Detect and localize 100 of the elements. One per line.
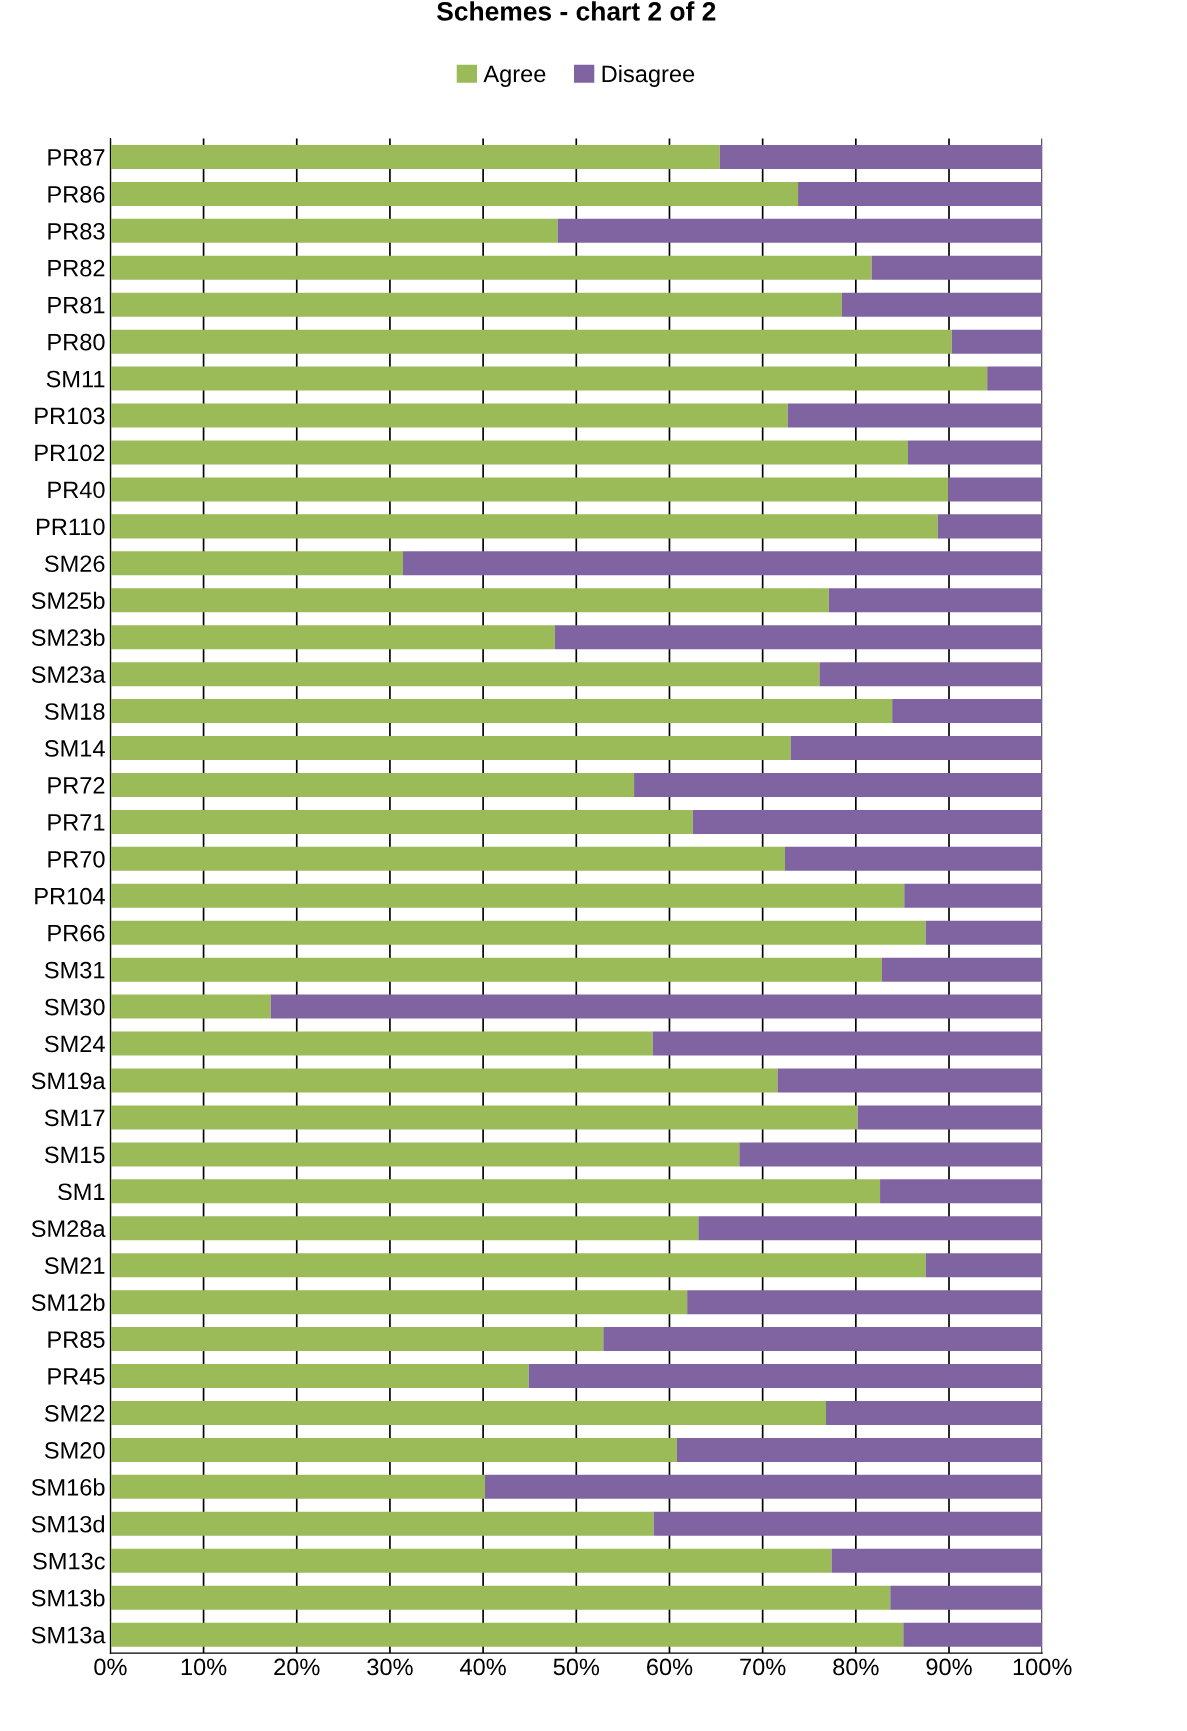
- x-tick-label: 0%: [94, 1658, 127, 1676]
- y-tick-label: PR40: [48, 481, 105, 499]
- x-tick-label: 90%: [926, 1658, 972, 1676]
- y-tick-label: PR81: [48, 296, 105, 314]
- y-tick-label: PR71: [48, 814, 105, 831]
- y-tick-label: SM23a: [31, 666, 106, 683]
- bar: [528, 1364, 1043, 1389]
- y-tick-label: SM19a: [31, 1072, 106, 1090]
- bar: [777, 1068, 1043, 1093]
- bar: [110, 1548, 832, 1573]
- bar: [110, 403, 788, 428]
- bar: [110, 1253, 926, 1278]
- bar: [110, 1290, 688, 1315]
- y-tick-label: PR45: [48, 1368, 105, 1385]
- bar: [653, 1511, 1043, 1536]
- y-tick-label: SM13d: [31, 1515, 105, 1533]
- bar: [110, 1585, 891, 1610]
- bar: [110, 1216, 699, 1241]
- bar: [798, 181, 1043, 206]
- bar: [676, 1437, 1043, 1462]
- y-tick-label: PR85: [48, 1331, 105, 1348]
- bar: [903, 1622, 1043, 1647]
- bar: [603, 1327, 1043, 1352]
- y-tick-label: SM18: [44, 703, 105, 720]
- bar: [110, 292, 842, 317]
- bar: [819, 662, 1043, 687]
- bar: [857, 1105, 1043, 1130]
- bar: [880, 1179, 1043, 1204]
- y-tick-label: SM12b: [31, 1293, 105, 1311]
- bar: [110, 1327, 604, 1352]
- bar: [904, 883, 1043, 908]
- bar: [951, 329, 1043, 354]
- y-tick-label: SM13c: [33, 1552, 105, 1570]
- y-tick-label: SM15: [44, 1146, 105, 1164]
- y-tick-label: PR103: [35, 407, 105, 425]
- x-tick-label: 50%: [553, 1658, 600, 1676]
- bar: [110, 846, 786, 871]
- x-tick-label: 40%: [460, 1658, 506, 1676]
- bar: [110, 957, 882, 982]
- bar: [110, 440, 909, 465]
- bar: [484, 1474, 1043, 1499]
- bar: [831, 1548, 1043, 1573]
- bar: [948, 477, 1043, 502]
- bar: [110, 736, 791, 761]
- bar: [110, 514, 938, 539]
- bar: [110, 994, 271, 1019]
- bar: [110, 1031, 653, 1056]
- x-tick-label: 10%: [181, 1658, 227, 1676]
- bar: [110, 1622, 904, 1647]
- bar: [110, 1400, 827, 1425]
- bar: [828, 588, 1043, 613]
- y-tick-label: SM30: [44, 998, 105, 1016]
- bar: [110, 144, 720, 169]
- y-tick-label: SM31: [44, 961, 105, 979]
- bar: [110, 1179, 881, 1204]
- bar: [871, 255, 1043, 280]
- bar: [634, 772, 1043, 797]
- bar: [881, 957, 1043, 982]
- y-tick-label: SM16b: [31, 1478, 105, 1496]
- bar: [110, 255, 872, 280]
- y-tick-label: SM22: [44, 1405, 105, 1422]
- bar: [925, 1253, 1043, 1278]
- y-tick-label: SM1: [58, 1183, 105, 1201]
- y-tick-label: PR87: [48, 149, 105, 166]
- bar: [110, 1511, 654, 1536]
- bar: [937, 514, 1043, 539]
- y-tick-label: PR70: [48, 850, 105, 868]
- x-tick-label: 20%: [274, 1658, 320, 1676]
- bar: [110, 920, 926, 945]
- bar: [110, 218, 558, 243]
- bar: [110, 809, 693, 834]
- y-tick-label: SM24: [44, 1035, 105, 1053]
- y-tick-label: PR86: [48, 185, 105, 203]
- y-tick-label: SM20: [44, 1441, 105, 1459]
- y-tick-label: SM21: [44, 1257, 105, 1274]
- bar: [841, 292, 1043, 317]
- y-tick-label: SM25b: [31, 591, 105, 610]
- y-tick-label: SM26: [44, 555, 105, 573]
- bar: [110, 1105, 858, 1130]
- y-tick-label: SM13a: [31, 1626, 106, 1644]
- bar: [987, 366, 1043, 391]
- y-tick-label: SM23b: [31, 628, 105, 646]
- bar: [698, 1216, 1043, 1241]
- bar: [110, 366, 988, 391]
- y-tick-label: PR104: [35, 887, 105, 905]
- bar: [787, 403, 1043, 428]
- y-tick-label: PR83: [48, 222, 105, 240]
- bar: [110, 181, 799, 206]
- bar: [110, 1364, 529, 1389]
- y-tick-label: SM11: [46, 370, 105, 388]
- y-tick-label: PR80: [48, 333, 105, 351]
- bar: [790, 736, 1043, 761]
- y-tick-label: SM13b: [31, 1589, 105, 1607]
- y-tick-label: PR110: [37, 518, 105, 536]
- y-tick-label: PR102: [35, 444, 105, 462]
- bar: [110, 1474, 485, 1499]
- bar: [110, 1437, 677, 1462]
- bar: [557, 218, 1043, 243]
- bar: [925, 920, 1043, 945]
- bar: [110, 477, 949, 502]
